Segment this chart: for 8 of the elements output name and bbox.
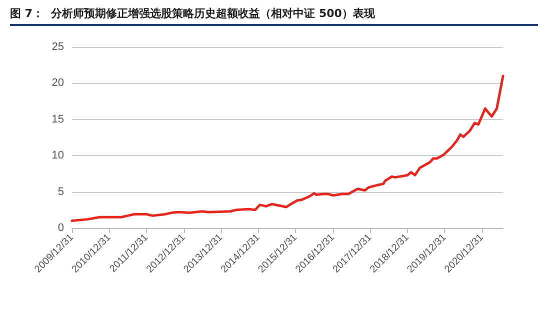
y-tick-label: 15 [52,113,64,126]
y-tick-label: 5 [58,186,64,198]
line-series [70,74,504,222]
y-tick-label: 0 [58,222,64,234]
y-tick-label: 10 [52,150,64,162]
chart-title: 图 7： 分析师预期修正增强选股策略历史超额收益（相对中证 500）表现 [10,6,376,22]
y-tick-label: 25 [52,41,64,53]
y-tick-label: 20 [52,77,64,90]
